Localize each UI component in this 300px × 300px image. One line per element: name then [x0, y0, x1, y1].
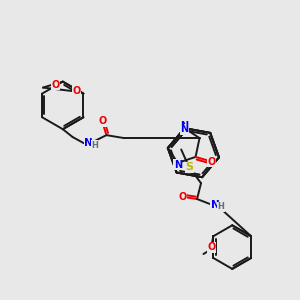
- Text: H: H: [91, 140, 98, 149]
- Text: O: O: [207, 157, 216, 167]
- Text: S: S: [185, 162, 193, 172]
- Text: O: O: [52, 80, 60, 90]
- Text: O: O: [72, 85, 81, 96]
- Text: N: N: [181, 121, 189, 131]
- Text: N: N: [84, 138, 93, 148]
- Text: N: N: [211, 200, 219, 210]
- Text: N: N: [181, 124, 189, 134]
- Text: O: O: [178, 192, 186, 202]
- Text: H: H: [218, 202, 224, 211]
- Text: O: O: [98, 116, 106, 126]
- Text: O: O: [207, 242, 215, 252]
- Text: N: N: [174, 160, 182, 170]
